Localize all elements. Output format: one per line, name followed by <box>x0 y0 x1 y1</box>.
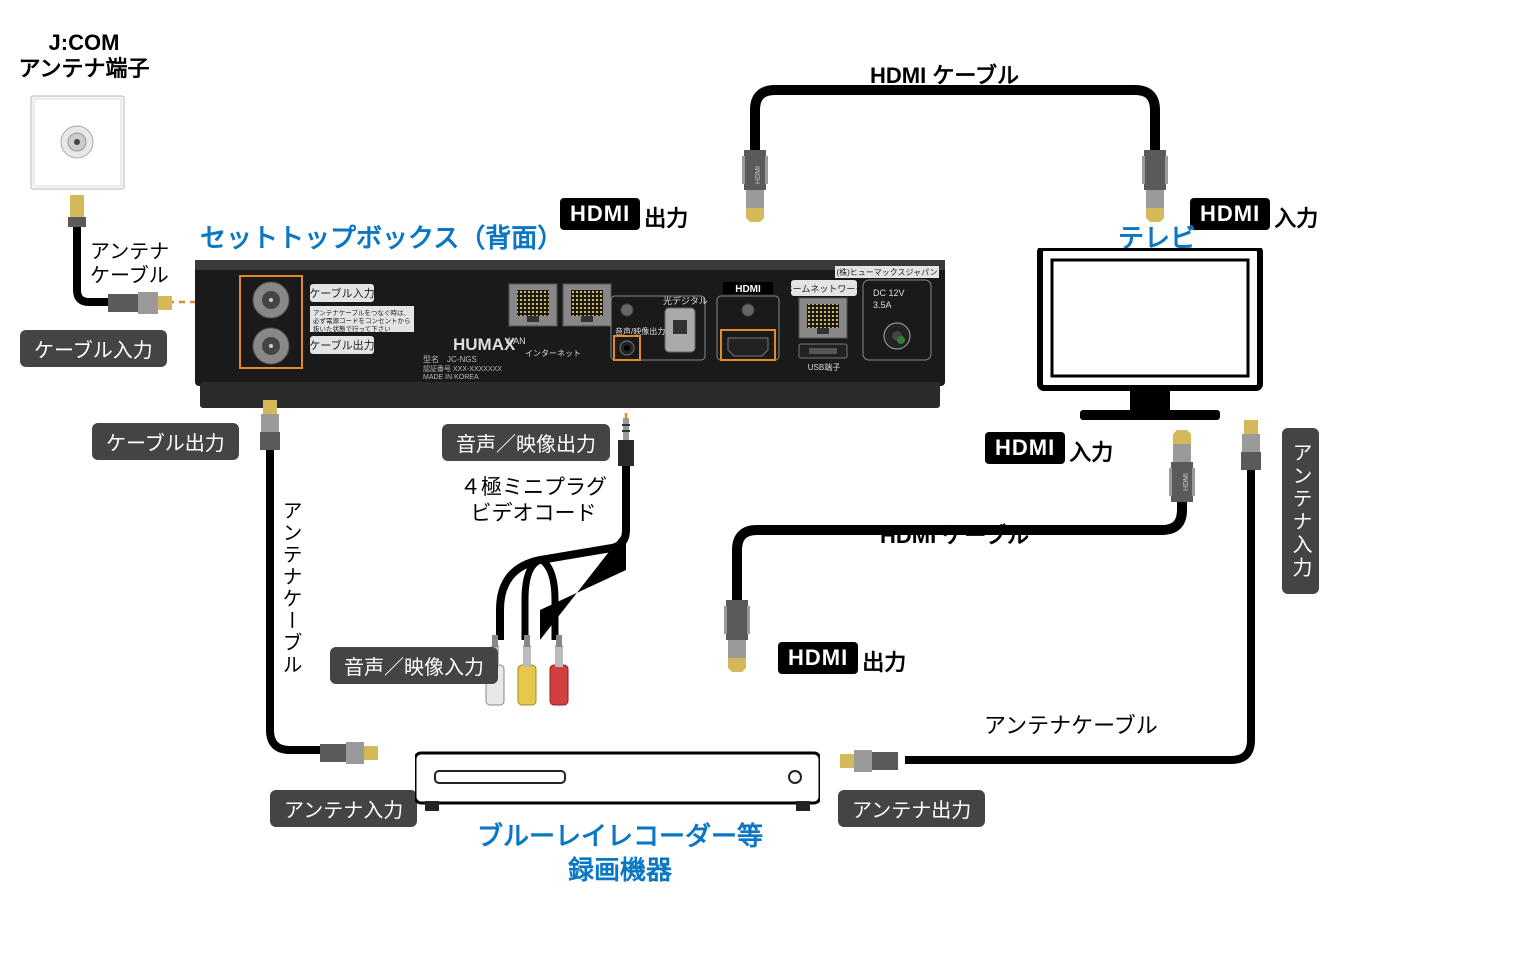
av-out-pill: 音声／映像出力 <box>442 424 610 461</box>
bdr-ant-in-plug-icon <box>320 736 390 770</box>
hdmi-plug-stb-icon: HDMI <box>740 150 770 228</box>
miniplug-label: ４極ミニプラグビデオコード <box>460 475 607 528</box>
hdmi-in-bottom-label: HDMI入力 <box>985 432 1113 467</box>
svg-text:MADE IN KOREA: MADE IN KOREA <box>423 374 479 381</box>
svg-text:WAN: WAN <box>505 336 526 346</box>
svg-text:音声/映像出力: 音声/映像出力 <box>615 326 665 336</box>
tv-ant-plug-icon <box>1236 420 1266 480</box>
svg-text:DC 12V: DC 12V <box>873 288 905 298</box>
svg-text:3.5A: 3.5A <box>873 300 892 310</box>
antenna-cable-v-label: アンテナケーブル <box>276 500 305 676</box>
av-in-pill: 音声／映像入力 <box>330 647 498 684</box>
antenna-cable-label: アンテナケーブル <box>90 240 169 288</box>
wall-plate-title: J:COMアンテナ端子 <box>14 30 154 83</box>
hdmi-out-top-label: HDMI出力 <box>560 198 688 233</box>
cable-out-pill: ケーブル出力 <box>92 423 239 460</box>
cable-in-plug-icon <box>108 286 178 320</box>
antenna-cable-h-label: アンテナケーブル <box>984 708 1158 740</box>
svg-text:HDMI: HDMI <box>735 284 761 295</box>
svg-text:ホームネットワーク: ホームネットワーク <box>784 284 865 294</box>
miniplug-icon <box>614 418 638 478</box>
hdmi-cable-bottom-label: HDMI ケーブル <box>880 518 1029 550</box>
svg-text:認証番号 XXX-XXXXXXX: 認証番号 XXX-XXXXXXX <box>423 364 502 373</box>
antenna-in-pill: アンテナ入力 <box>270 790 417 827</box>
tv-antenna-in-pill: アンテナ入力 <box>1282 428 1319 594</box>
svg-text:アンテナケーブルをつなぐ時は、: アンテナケーブルをつなぐ時は、 <box>313 308 410 317</box>
bdr-icon <box>415 745 820 815</box>
hdmi-plug-bdr-icon <box>722 600 752 678</box>
svg-text:HDMI: HDMI <box>755 166 762 184</box>
tv-icon <box>1035 248 1265 436</box>
hdmi-plug-tv2-icon: HDMI <box>1167 430 1197 508</box>
cable-in-pill: ケーブル入力 <box>20 330 167 367</box>
antenna-out-pill: アンテナ出力 <box>838 790 985 827</box>
svg-text:光デジタル: 光デジタル <box>663 295 708 306</box>
hdmi-plug-tv-icon <box>1140 150 1170 228</box>
bdr-ant-out-plug-icon <box>840 744 910 778</box>
svg-text:型名 JC-NGS: 型名 JC-NGS <box>423 354 477 364</box>
hdmi-cable-top-label: HDMI ケーブル <box>870 58 1019 90</box>
svg-text:USB端子: USB端子 <box>808 362 840 372</box>
wall-plate <box>30 95 125 197</box>
svg-text:(株)ヒューマックスジャパン: (株)ヒューマックスジャパン <box>836 267 937 277</box>
hdmi-in-top-label: HDMI入力 <box>1190 198 1318 233</box>
svg-text:インターネット: インターネット <box>525 349 581 358</box>
cable-out-plug-icon <box>255 400 285 460</box>
svg-text:ケーブル出力: ケーブル出力 <box>309 338 374 352</box>
stb-rear: ケーブル入力 ケーブル出力 アンテナケーブルをつなぐ時は、 必ず電源コードをコン… <box>195 258 945 416</box>
stb-port-label: ケーブル入力 <box>309 286 374 300</box>
svg-text:HDMI: HDMI <box>1183 473 1190 491</box>
svg-text:抜いた状態で行って下さい: 抜いた状態で行って下さい <box>313 324 391 333</box>
stb-title: セットトップボックス（背面） <box>200 218 563 255</box>
bdr-title: ブルーレイレコーダー等録画機器 <box>475 820 765 888</box>
hdmi-out-bottom-label: HDMI出力 <box>778 642 906 677</box>
svg-text:必ず電源コードをコンセントから: 必ず電源コードをコンセントから <box>313 316 411 325</box>
